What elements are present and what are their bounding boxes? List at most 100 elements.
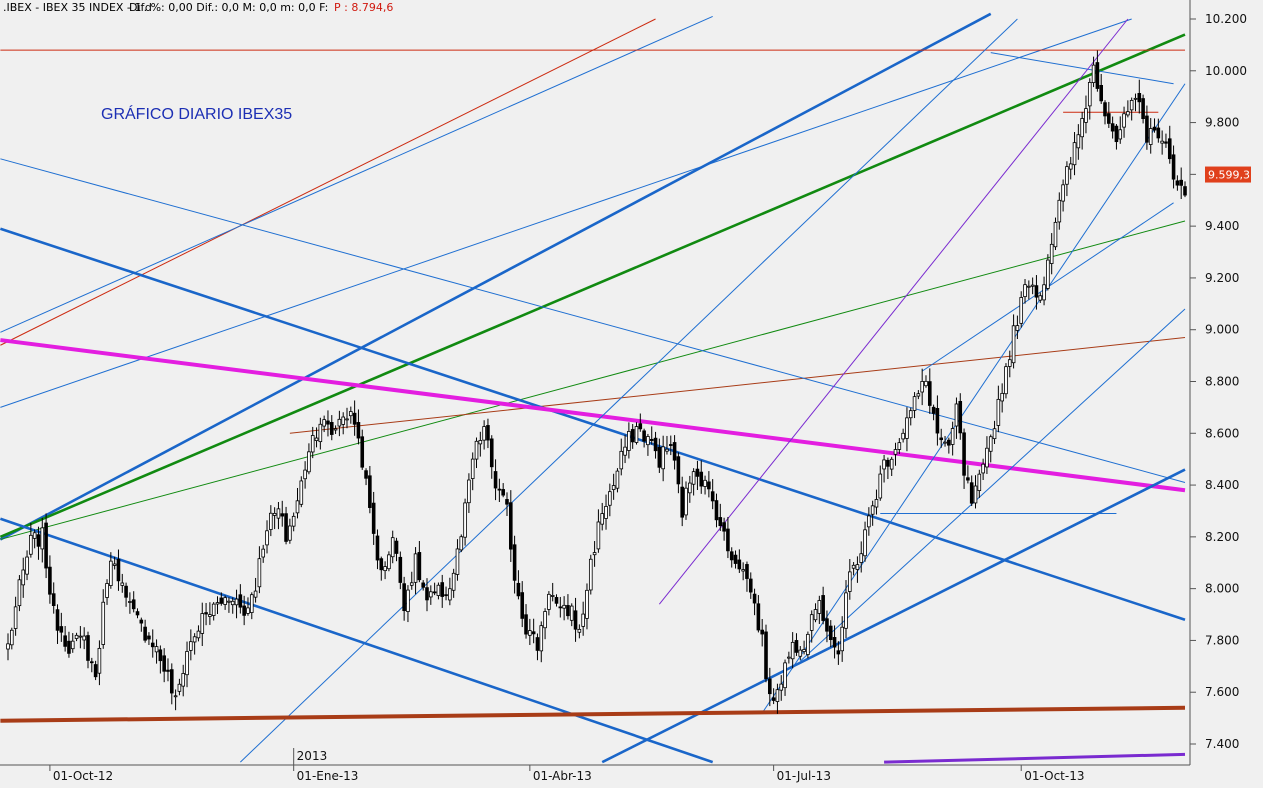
candle-body — [508, 502, 513, 550]
candle-body — [318, 423, 323, 443]
candle-body — [329, 422, 334, 435]
candle-body — [988, 436, 993, 452]
candle-body — [947, 439, 951, 446]
candle-body — [672, 442, 677, 461]
candle-body — [954, 403, 959, 427]
candle-body — [817, 600, 822, 614]
y-tick-label: 8.400 — [1205, 478, 1239, 492]
candle-body — [1099, 85, 1104, 102]
candle-body — [836, 650, 841, 655]
header-bar — [0, 0, 400, 15]
candle-body — [969, 482, 974, 504]
y-tick-label: 7.600 — [1205, 685, 1239, 699]
candle-body — [406, 589, 410, 612]
candle-body — [699, 471, 704, 487]
candle-body — [623, 446, 627, 456]
candle-body — [25, 556, 29, 575]
candle-body — [627, 431, 631, 451]
candle-body — [581, 613, 585, 627]
candle-body — [409, 582, 414, 586]
candle-body — [421, 582, 425, 588]
candle-body — [276, 508, 281, 519]
candle-body — [562, 604, 566, 609]
candle-body — [59, 626, 64, 633]
candle-body — [741, 569, 745, 572]
candle-body — [352, 412, 357, 425]
candle-body — [379, 558, 384, 571]
candle-body — [120, 582, 125, 586]
candle-body — [927, 381, 932, 406]
x-tick-label: 01-Ene-13 — [297, 769, 359, 783]
candle-body — [219, 597, 224, 604]
candle-body — [1129, 100, 1134, 111]
header-price: P : 8.794,6 — [334, 1, 393, 14]
candle-body — [177, 683, 182, 692]
candle-body — [93, 664, 98, 678]
candle-body — [1110, 123, 1115, 132]
candle-body — [737, 559, 742, 570]
x-tick-label: 01-Oct-12 — [53, 769, 113, 783]
candle-body — [463, 502, 467, 538]
candle-body — [1061, 184, 1065, 202]
candle-body — [1126, 111, 1130, 116]
candle-body — [459, 536, 464, 551]
candle-body — [1065, 166, 1069, 185]
candle-body — [440, 582, 445, 597]
candle-body — [1076, 134, 1081, 149]
candle-body — [608, 491, 612, 506]
candle-body — [543, 611, 547, 629]
candle-body — [745, 564, 749, 579]
candle-body — [855, 564, 860, 570]
candle-body — [253, 590, 258, 598]
candle-body — [40, 527, 45, 550]
candle-body — [886, 459, 890, 467]
candle-body — [246, 607, 250, 614]
candle-body — [966, 477, 970, 481]
candle-body — [478, 440, 483, 445]
candle-body — [307, 451, 311, 473]
candle-body — [429, 591, 433, 598]
candle-body — [939, 437, 944, 441]
candle-body — [143, 626, 147, 641]
candle-body — [1080, 118, 1084, 138]
candle-body — [489, 438, 494, 468]
candle-body — [497, 488, 502, 491]
candle-body — [322, 419, 326, 427]
trendline-purple_thick — [884, 752, 1186, 764]
trendline-blue_thin — [0, 18, 1132, 408]
candle-body — [710, 491, 715, 502]
candle-body — [269, 512, 273, 530]
candle-body — [299, 480, 304, 505]
candle-body — [272, 512, 277, 516]
candle-body — [619, 450, 624, 470]
candle-body — [444, 594, 448, 597]
candle-body — [196, 630, 201, 639]
trendline-purple — [658, 18, 1129, 605]
candle-body — [630, 429, 635, 443]
candle-body — [787, 656, 791, 659]
y-tick-label: 10.000 — [1205, 64, 1247, 78]
candle-body — [832, 637, 837, 648]
candle-body — [257, 558, 262, 588]
candle-body — [356, 422, 361, 439]
candle-body — [848, 571, 852, 592]
candle-body — [935, 408, 940, 434]
candle-body — [173, 695, 178, 698]
candle-body — [726, 528, 730, 552]
candle-body — [722, 522, 726, 532]
candle-body — [1049, 243, 1054, 264]
candle-body — [867, 515, 871, 528]
candle-body — [688, 482, 692, 494]
candle-body — [1015, 325, 1020, 331]
candle-body — [10, 629, 14, 646]
candle-body — [345, 418, 349, 421]
candle-body — [733, 554, 738, 564]
candle-body — [653, 437, 658, 452]
candle-body — [558, 606, 563, 609]
candle-body — [417, 552, 422, 581]
candle-body — [1027, 285, 1031, 288]
candle-body — [82, 635, 86, 641]
candle-body — [402, 583, 406, 612]
trendline-blue_thick — [0, 227, 1186, 621]
